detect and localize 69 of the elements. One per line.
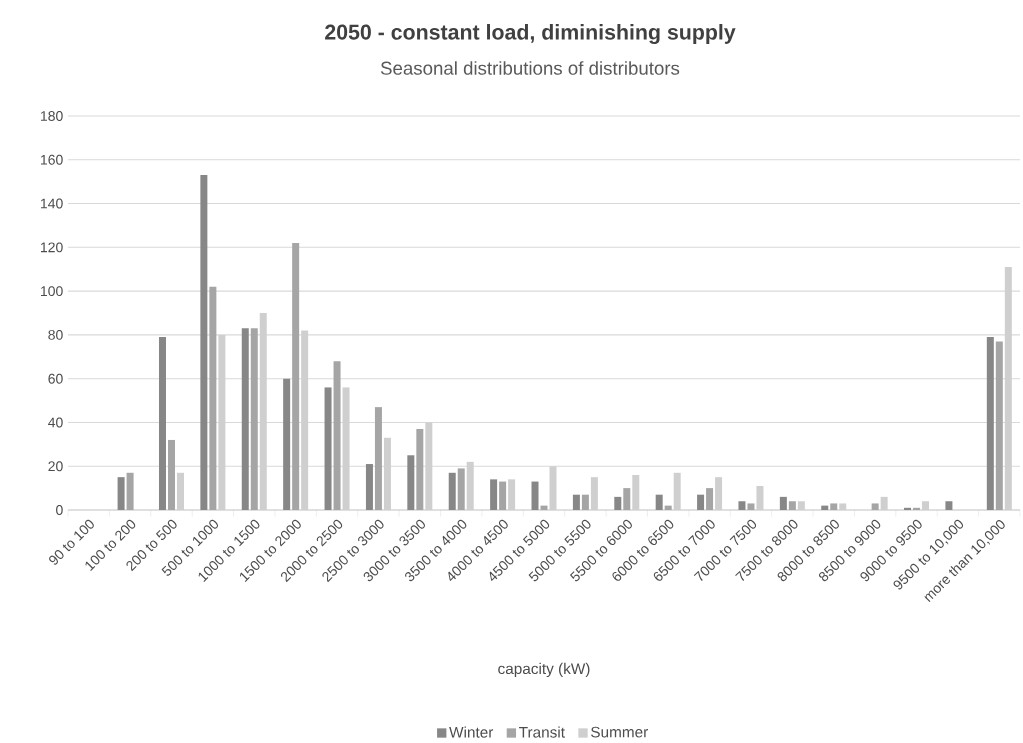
y-tick-label: 80	[48, 329, 63, 340]
legend-label: Summer	[591, 726, 649, 738]
legend-label: Transit	[519, 726, 565, 738]
y-tick-label: 20	[48, 461, 63, 472]
bar	[614, 496, 622, 510]
y-tick-label: 120	[41, 242, 63, 253]
bar	[706, 488, 714, 510]
bar	[241, 328, 249, 510]
y-tick-label: 40	[48, 417, 63, 428]
y-tick-label: 180	[41, 111, 63, 121]
bar	[821, 505, 829, 510]
bar	[904, 507, 912, 510]
bar	[126, 472, 134, 510]
bar	[913, 507, 921, 510]
bar	[374, 407, 382, 510]
bar	[117, 477, 125, 510]
bar	[697, 494, 705, 510]
bar	[407, 455, 415, 510]
bar	[292, 242, 300, 510]
bar	[333, 361, 341, 510]
bar	[756, 485, 764, 510]
bar	[167, 439, 175, 510]
bar	[922, 501, 930, 510]
bar	[747, 503, 755, 510]
bar	[457, 468, 465, 510]
bar	[250, 328, 258, 510]
bar	[448, 472, 456, 510]
bar	[581, 494, 589, 510]
bar	[158, 337, 166, 510]
bar	[715, 477, 723, 510]
bar	[200, 175, 208, 510]
bar	[508, 479, 516, 510]
y-tick-label: 60	[48, 373, 63, 384]
legend-label: Winter	[449, 726, 494, 738]
bar	[176, 472, 184, 510]
bar	[499, 481, 507, 510]
bar	[572, 494, 580, 510]
y-tick-label: 0	[56, 505, 63, 515]
bar	[655, 494, 663, 510]
bar	[871, 503, 879, 510]
bar	[590, 477, 598, 510]
bar	[738, 501, 746, 510]
x-axis-title: capacity (kW)	[498, 662, 590, 678]
bar	[664, 505, 672, 510]
y-tick-label: 160	[41, 154, 63, 165]
bar	[283, 378, 291, 510]
chart-title: 2050 - constant load, diminishing supply	[325, 24, 736, 44]
bar	[416, 429, 424, 510]
chart-subtitle: Seasonal distributions of distributors	[380, 61, 680, 75]
bar	[839, 503, 847, 510]
bar	[623, 488, 631, 510]
bar	[995, 341, 1003, 510]
bar	[945, 501, 953, 510]
bar	[209, 286, 217, 510]
bar	[324, 387, 332, 510]
bar	[830, 503, 838, 510]
y-tick-label: 100	[41, 286, 63, 297]
bar	[365, 464, 373, 510]
bar	[632, 474, 640, 510]
bar	[673, 472, 681, 510]
bar	[540, 505, 548, 510]
bar	[986, 337, 994, 510]
bar	[779, 496, 787, 510]
bar	[531, 481, 539, 510]
bar	[490, 479, 498, 510]
bar	[797, 501, 805, 510]
bar	[788, 501, 796, 510]
bar	[880, 496, 888, 510]
y-tick-label: 140	[41, 198, 63, 209]
